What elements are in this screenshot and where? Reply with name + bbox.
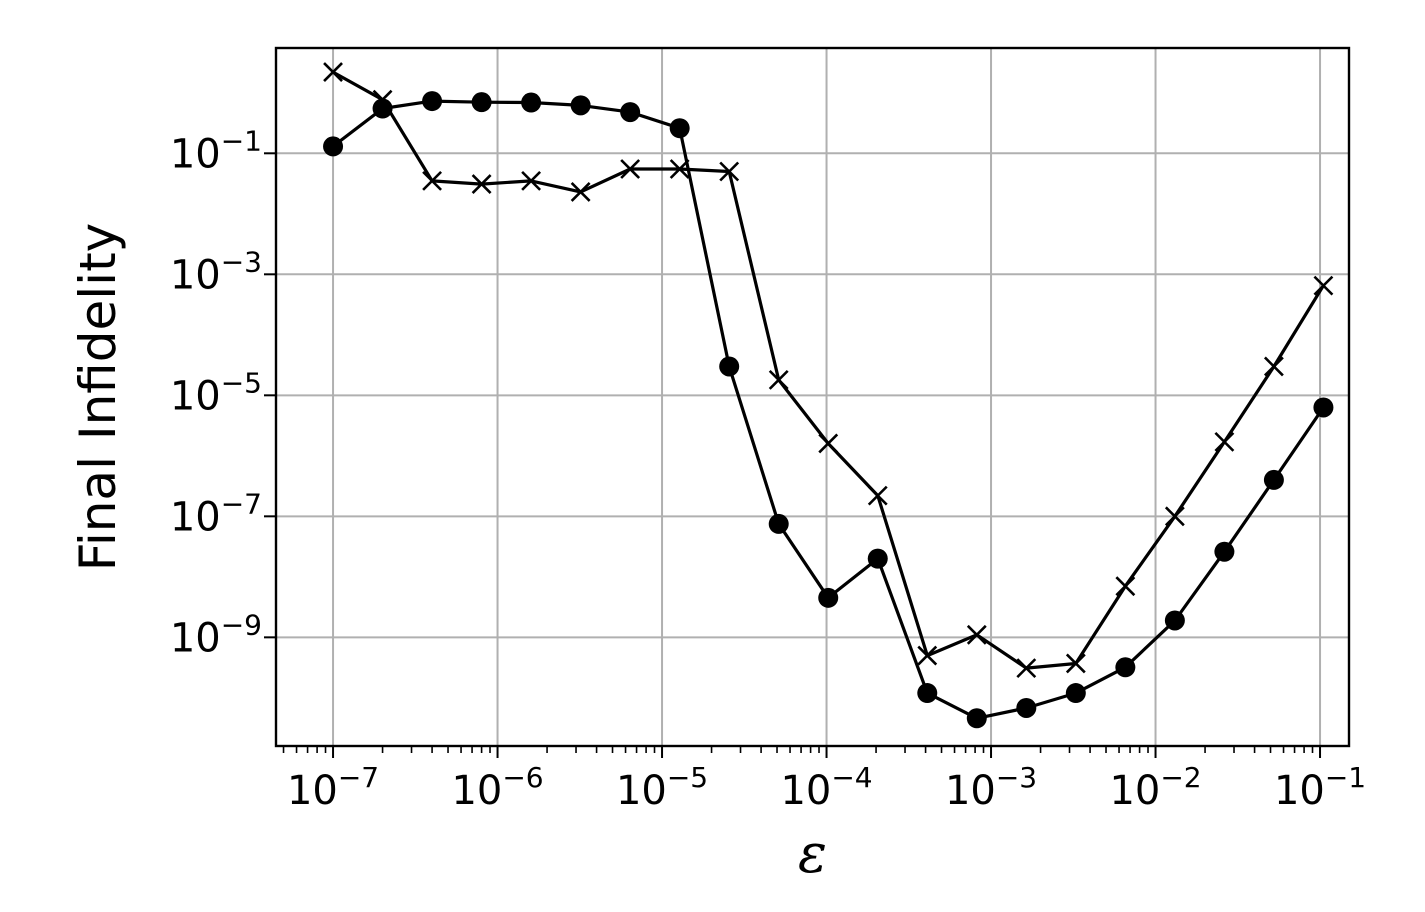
marker-stroke bbox=[1065, 653, 1086, 674]
data-point bbox=[521, 170, 542, 191]
data-point bbox=[669, 118, 690, 139]
series-1 bbox=[323, 91, 1334, 729]
marker-stroke bbox=[1313, 275, 1334, 296]
data-point bbox=[669, 159, 690, 179]
data-point bbox=[1214, 541, 1235, 562]
data-point bbox=[1214, 431, 1235, 452]
data-point bbox=[620, 102, 641, 123]
data-point bbox=[471, 174, 492, 194]
x-tick-label: 10−7 bbox=[287, 761, 379, 814]
data-point bbox=[1065, 653, 1086, 674]
x-tick-label: 10−4 bbox=[780, 761, 872, 814]
data-point bbox=[917, 645, 938, 666]
data-point bbox=[471, 92, 492, 113]
x-tick-label: 10−2 bbox=[1109, 761, 1201, 814]
data-point bbox=[1313, 275, 1334, 296]
data-point bbox=[422, 91, 443, 112]
series-layer bbox=[323, 62, 1334, 729]
y-axis-ticks: 10−9 10−7 10−5 10−3 10−1 bbox=[170, 124, 276, 661]
data-point bbox=[1016, 697, 1037, 718]
data-point bbox=[323, 136, 344, 157]
y-tick-label: 10−9 bbox=[170, 608, 262, 661]
data-point bbox=[1016, 658, 1037, 679]
marker-stroke bbox=[966, 624, 987, 645]
marker-stroke bbox=[719, 161, 740, 182]
data-point bbox=[1263, 469, 1284, 490]
data-point bbox=[818, 433, 839, 454]
data-point bbox=[1115, 576, 1136, 597]
data-point bbox=[867, 485, 888, 506]
grid-lines bbox=[276, 48, 1349, 746]
data-point bbox=[570, 181, 591, 202]
data-point bbox=[818, 587, 839, 608]
y-tick-label: 10−1 bbox=[170, 124, 262, 177]
data-point bbox=[323, 62, 343, 82]
marker-stroke bbox=[1115, 576, 1136, 597]
data-point bbox=[966, 708, 987, 729]
x-axis-label: ε bbox=[798, 822, 827, 885]
series-2 bbox=[323, 62, 1334, 679]
x-axis-ticks: 10−7 10−6 10−5 10−4 10−3 10−2 10−1 bbox=[287, 746, 1366, 814]
y-tick-label: 10−7 bbox=[170, 487, 262, 540]
y-axis-label: Final Infidelity bbox=[69, 223, 127, 572]
marker-stroke bbox=[570, 181, 591, 202]
marker-stroke bbox=[521, 170, 542, 191]
data-point bbox=[867, 548, 888, 569]
marker-stroke bbox=[323, 62, 343, 82]
data-point bbox=[917, 683, 938, 704]
x-tick-label: 10−5 bbox=[616, 761, 708, 814]
data-point bbox=[1313, 397, 1334, 418]
data-point bbox=[620, 159, 641, 179]
marker-stroke bbox=[471, 174, 492, 194]
data-point bbox=[1115, 657, 1136, 678]
data-point bbox=[1263, 356, 1284, 377]
marker-stroke bbox=[1016, 658, 1037, 679]
marker-stroke bbox=[669, 159, 690, 179]
x-tick-label: 10−3 bbox=[945, 761, 1037, 814]
data-point bbox=[719, 161, 740, 182]
marker-stroke bbox=[1263, 356, 1284, 377]
data-point bbox=[768, 369, 789, 390]
marker-stroke bbox=[372, 89, 393, 110]
data-point bbox=[521, 92, 542, 113]
y-tick-label: 10−3 bbox=[170, 245, 262, 298]
marker-stroke bbox=[422, 170, 443, 191]
data-point bbox=[719, 356, 740, 377]
data-point bbox=[1065, 683, 1086, 704]
marker-stroke bbox=[867, 485, 888, 506]
data-point bbox=[372, 89, 393, 110]
x-tick-label: 10−6 bbox=[451, 761, 543, 814]
data-point bbox=[768, 513, 789, 534]
data-point bbox=[1164, 610, 1185, 631]
data-point bbox=[570, 95, 591, 116]
marker-stroke bbox=[1164, 506, 1185, 527]
marker-stroke bbox=[768, 369, 789, 390]
marker-stroke bbox=[1214, 431, 1235, 452]
y-tick-label: 10−5 bbox=[170, 366, 262, 419]
marker-stroke bbox=[917, 645, 938, 666]
plot-frame bbox=[274, 46, 1351, 748]
x-tick-label: 10−1 bbox=[1274, 761, 1366, 814]
data-point bbox=[1164, 506, 1185, 527]
data-point bbox=[422, 170, 443, 191]
marker-stroke bbox=[620, 159, 641, 179]
data-point bbox=[966, 624, 987, 645]
marker-stroke bbox=[818, 433, 839, 454]
